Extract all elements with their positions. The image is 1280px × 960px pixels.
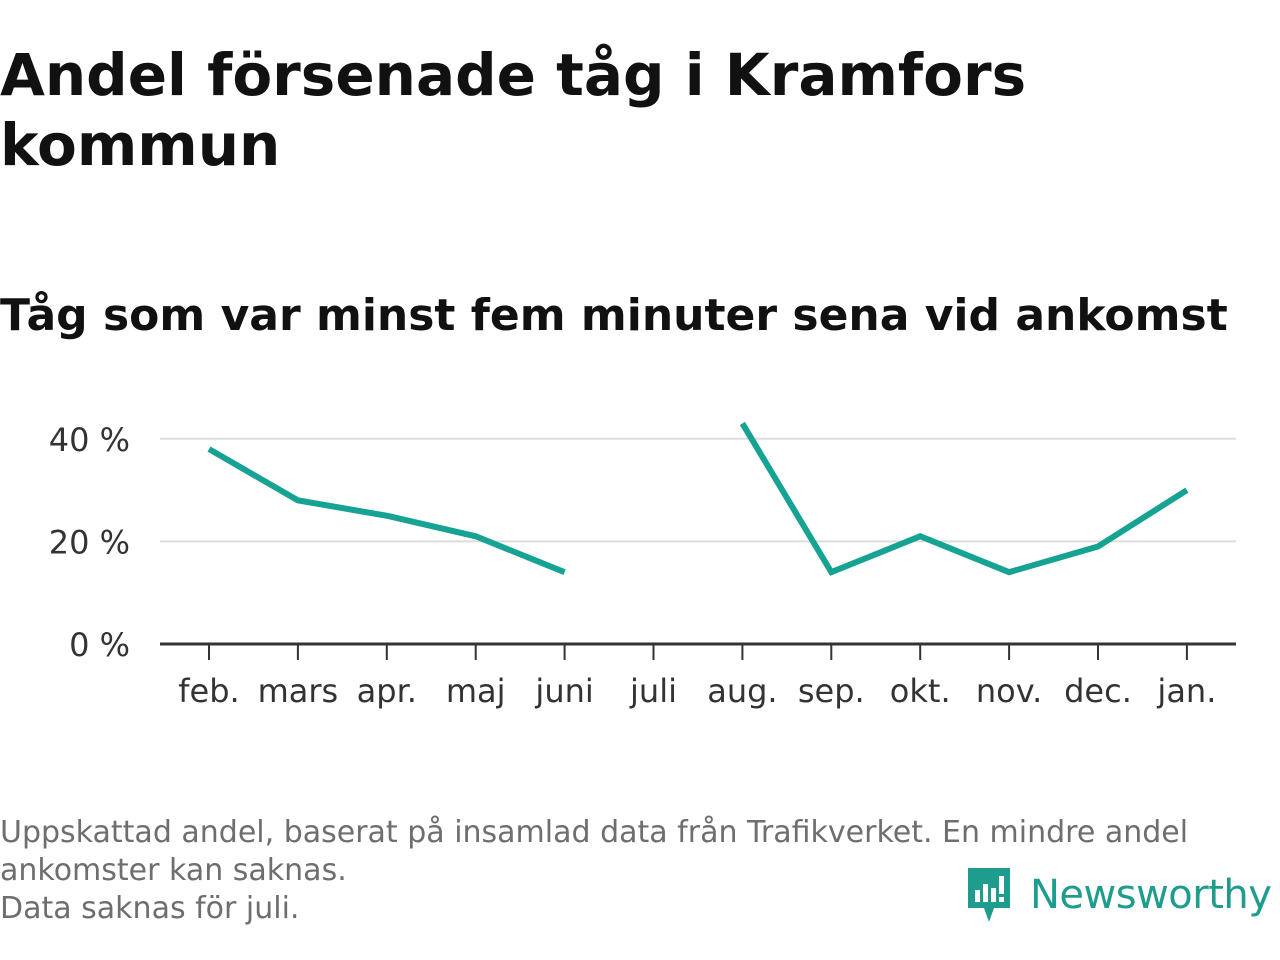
x-tick-label: juli <box>629 672 677 710</box>
newsworthy-logo-icon <box>968 868 1010 922</box>
line-chart: 0 % 20 % 40 % feb. mars apr. maj juni juli aug. s… <box>49 421 1236 710</box>
y-tick-label: 40 % <box>49 421 130 459</box>
gridlines <box>160 437 1236 543</box>
x-tick-label: dec. <box>1064 672 1132 710</box>
x-tick-label: mars <box>258 672 339 710</box>
y-tick-label: 20 % <box>49 523 130 561</box>
y-tick-label: 0 % <box>69 626 130 664</box>
chart-title: Andel försenade tåg i Kramfors kommun <box>0 41 1027 179</box>
series-lines <box>207 421 1189 576</box>
chart-footnote: Uppskattad andel, baserat på insamlad da… <box>0 814 1270 928</box>
x-tick-label: feb. <box>178 672 239 710</box>
x-tick-label: maj <box>446 672 506 710</box>
x-axis <box>160 642 1236 660</box>
x-tick-label: apr. <box>357 672 417 710</box>
newsworthy-logo: Newsworthy <box>964 864 1272 926</box>
y-axis-tick-labels: 0 % 20 % 40 % <box>49 421 130 664</box>
x-axis-tick-labels: feb. mars apr. maj juni juli aug. sep. okt. nov. d… <box>178 672 1216 710</box>
footnote-line-3: Data saknas för juli. <box>0 891 300 926</box>
brand-name: Newsworthy <box>1030 872 1272 918</box>
series-line-segment <box>739 421 1189 576</box>
series-line-segment <box>207 446 566 575</box>
footnote-line-2: ankomster kan saknas. <box>0 853 347 888</box>
x-tick-label: jan. <box>1156 672 1216 710</box>
x-tick-label: juni <box>534 672 593 710</box>
x-tick-label: okt. <box>890 672 951 710</box>
x-tick-label: aug. <box>707 672 777 710</box>
x-tick-label: sep. <box>798 672 865 710</box>
x-tick-label: nov. <box>976 672 1042 710</box>
chart-subtitle: Tåg som var minst fem minuter sena vid a… <box>0 290 1228 341</box>
footnote-line-1: Uppskattad andel, baserat på insamlad da… <box>0 815 1189 850</box>
